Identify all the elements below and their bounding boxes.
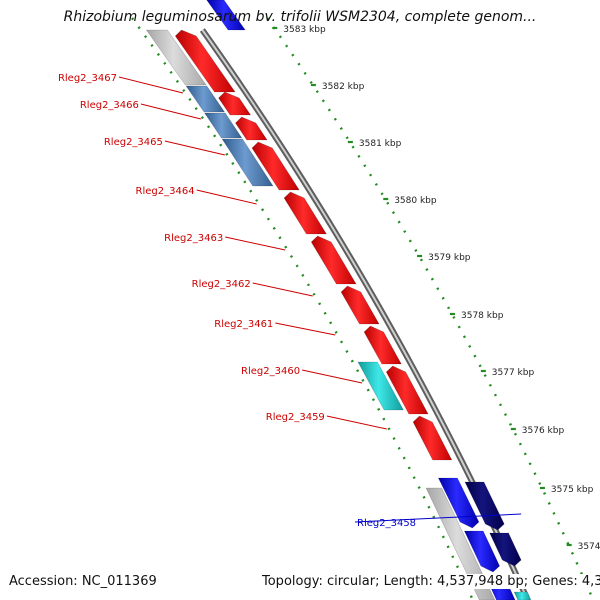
scale-tick-label: 3581 kbp: [359, 139, 402, 149]
dotted-track-outer: [266, 17, 594, 599]
forward-gene-arrow: [412, 415, 453, 461]
scale-tick-label: 3578 kbp: [461, 311, 504, 321]
scale-tick-label: 3576 kbp: [522, 426, 565, 436]
gene-features: [145, 0, 532, 600]
gene-label: Rleg2_3459: [266, 412, 325, 423]
reverse-gene-navy: [489, 532, 522, 567]
forward-gene-arrow: [251, 141, 300, 191]
gene-label-leader: [275, 322, 336, 336]
dotted-track-lines: [131, 17, 594, 599]
gene-label: Rleg2_3461: [214, 319, 273, 330]
gene-label-leader: [140, 103, 202, 120]
forward-gene-arrow: [310, 235, 357, 285]
gene-label-leader: [301, 369, 363, 384]
genome-summary-text: Topology: circular; Length: 4,537,948 bp…: [260, 574, 600, 589]
gene-label: Rleg2_3466: [80, 100, 139, 111]
gene-labels: Rleg2_3467 Rleg2_3466 Rleg2_3465 Rleg2_3464…: [58, 73, 522, 529]
reverse-gene-arrow: [437, 477, 480, 529]
scale-tick-label: 3579 kbp: [428, 253, 471, 263]
scale-tick-label: 3574 kbp: [578, 542, 600, 552]
forward-gene-arrow: [385, 365, 429, 415]
gene-block-steelblue: [204, 112, 243, 139]
reverse-gene-arrow: [206, 0, 246, 31]
gene-label-leader: [354, 513, 522, 523]
gene-label: Rleg2_3465: [104, 137, 163, 148]
forward-gene-arrow: [340, 285, 380, 325]
scale-tick-label: 3582 kbp: [322, 82, 365, 92]
gene-label-leader: [326, 415, 387, 430]
gene-block-cyan: [357, 361, 404, 411]
gene-label: Rleg2_3464: [136, 186, 195, 197]
scale-tick-label: 3580 kbp: [394, 196, 437, 206]
gene-label: Rleg2_3467: [58, 73, 117, 84]
gene-block-steelblue: [185, 85, 226, 113]
gene-block-gray: [425, 487, 496, 600]
accession-text: Accession: NC_011369: [9, 574, 157, 589]
forward-gene-arrow: [235, 116, 268, 141]
gene-label: Rleg2_3463: [164, 233, 223, 244]
gene-label: Rleg2_3462: [192, 279, 251, 290]
gene-label: Rleg2_3458: [357, 518, 416, 529]
gene-label-leader: [196, 189, 257, 205]
gene-block-gray: [145, 29, 207, 86]
reverse-gene-arrow: [463, 530, 500, 573]
scale-tick-label: 3577 kbp: [492, 368, 535, 378]
gene-block-cyan: [513, 591, 532, 600]
forward-gene-arrow: [283, 191, 327, 235]
gene-label-leader: [118, 76, 184, 94]
dotted-track-inner: [131, 17, 474, 599]
gene-label-leader: [252, 282, 313, 297]
reverse-gene-navy: [464, 481, 505, 531]
scale-tick-label: 3583 kbp: [283, 25, 326, 35]
gene-label-leader: [164, 140, 226, 156]
forward-gene-arrow: [174, 29, 236, 93]
forward-gene-arrow: [218, 91, 252, 116]
gene-label: Rleg2_3460: [241, 366, 300, 377]
gene-label-leader: [225, 236, 286, 251]
forward-gene-arrow: [363, 325, 402, 365]
gene-block-steelblue: [221, 138, 274, 187]
scale-tick-label: 3575 kbp: [551, 485, 594, 495]
scale-ticks: 3583 kbp 3582 kbp 3581 kbp 3580 kbp 3579 kbp…: [272, 25, 600, 552]
